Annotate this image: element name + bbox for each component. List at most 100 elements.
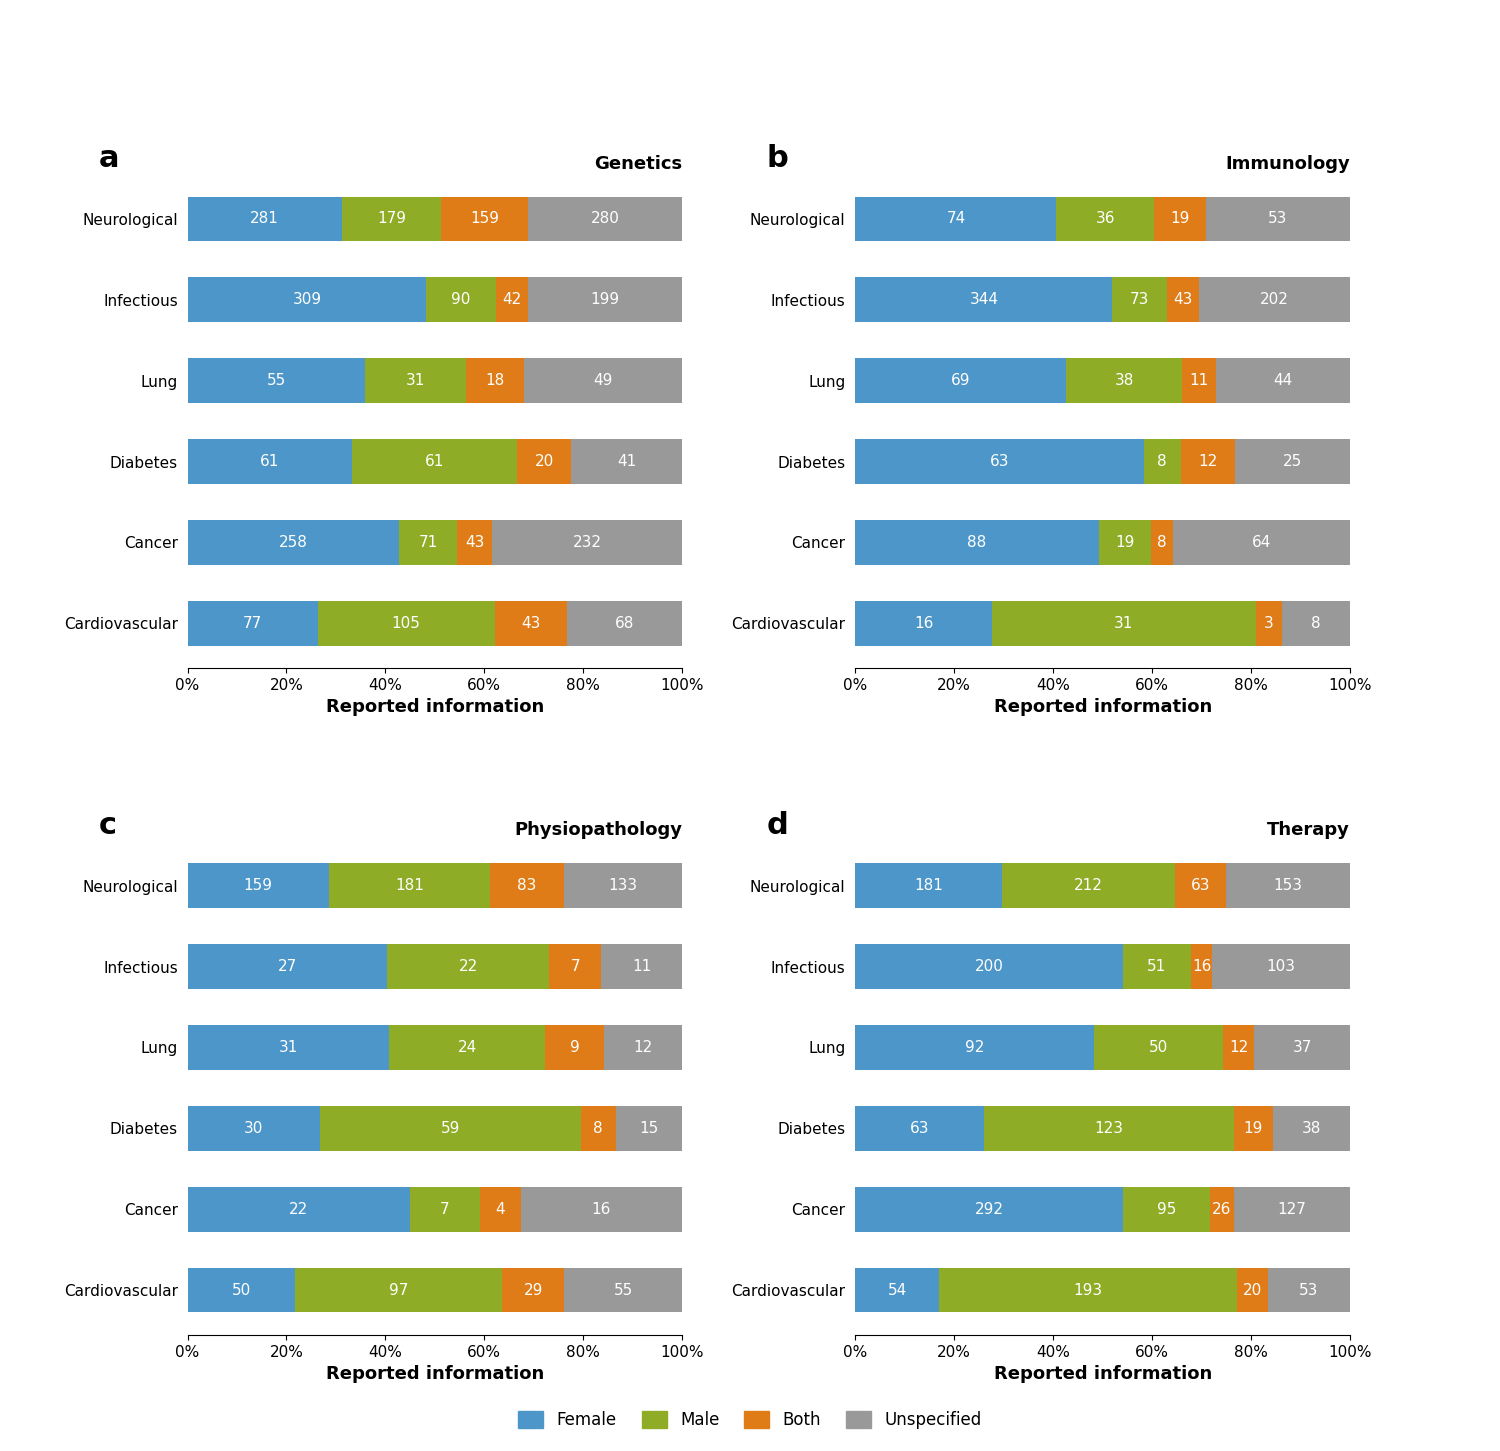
Bar (441, 196, 528, 241)
Text: 22: 22 (290, 1201, 308, 1217)
Text: 133: 133 (609, 878, 638, 894)
Text: 199: 199 (591, 292, 620, 308)
Text: 19: 19 (1244, 1120, 1263, 1136)
Bar (1222, 1026, 1254, 1069)
Bar (188, 945, 387, 988)
Bar (572, 440, 682, 483)
Text: 37: 37 (1293, 1040, 1312, 1055)
Text: 159: 159 (243, 878, 273, 894)
X-axis label: Reported information: Reported information (993, 1365, 1212, 1383)
Text: 53: 53 (1269, 212, 1287, 226)
Text: 53: 53 (1299, 1283, 1318, 1297)
Text: 26: 26 (1212, 1201, 1231, 1217)
Bar (352, 440, 518, 483)
Bar (564, 863, 682, 908)
Bar (188, 521, 399, 564)
Bar (604, 1026, 682, 1069)
Text: 25: 25 (1282, 454, 1302, 469)
Text: 31: 31 (1114, 615, 1134, 631)
Bar (188, 863, 328, 908)
Text: 61: 61 (261, 454, 279, 469)
Text: 49: 49 (594, 373, 612, 389)
Text: 19: 19 (1170, 212, 1190, 226)
Bar (855, 1026, 1094, 1069)
Bar (188, 1106, 320, 1151)
Bar (1113, 277, 1167, 322)
Bar (855, 601, 992, 646)
Bar (1167, 277, 1198, 322)
Bar (855, 277, 1113, 322)
Text: 55: 55 (267, 373, 286, 389)
Text: 61: 61 (424, 454, 444, 469)
Bar (1233, 1187, 1350, 1232)
Text: 9: 9 (570, 1040, 579, 1055)
Text: 51: 51 (1148, 959, 1167, 974)
Text: 16: 16 (1192, 959, 1212, 974)
Bar (1215, 358, 1350, 403)
Text: 258: 258 (279, 535, 308, 550)
Bar (328, 863, 490, 908)
Text: 71: 71 (419, 535, 438, 550)
Text: 68: 68 (615, 615, 634, 631)
Text: 12: 12 (1228, 1040, 1248, 1055)
Bar (399, 521, 458, 564)
Text: 77: 77 (243, 615, 262, 631)
Text: d: d (766, 811, 788, 840)
Bar (855, 1106, 984, 1151)
Bar (490, 863, 564, 908)
Bar (855, 358, 1066, 403)
X-axis label: Reported information: Reported information (993, 698, 1212, 717)
Bar (580, 1106, 616, 1151)
Text: 29: 29 (524, 1283, 543, 1297)
Text: Physiopathology: Physiopathology (514, 821, 682, 840)
Bar (855, 945, 1122, 988)
Bar (616, 1106, 682, 1151)
Text: 30: 30 (244, 1120, 264, 1136)
Text: 202: 202 (1260, 292, 1288, 308)
Bar (1198, 277, 1350, 322)
Bar (518, 440, 572, 483)
Text: 8: 8 (1158, 535, 1167, 550)
Text: 90: 90 (452, 292, 471, 308)
X-axis label: Reported information: Reported information (326, 1365, 544, 1383)
Text: 43: 43 (465, 535, 484, 550)
Text: 103: 103 (1266, 959, 1296, 974)
Text: 181: 181 (394, 878, 424, 894)
Bar (320, 1106, 580, 1151)
Text: 97: 97 (388, 1283, 408, 1297)
Text: 181: 181 (915, 878, 944, 894)
Bar (390, 1026, 546, 1069)
Bar (855, 863, 1002, 908)
Text: 63: 63 (909, 1120, 928, 1136)
Bar (1174, 863, 1225, 908)
Bar (1180, 440, 1236, 483)
Bar (528, 196, 682, 241)
Text: 8: 8 (1158, 454, 1167, 469)
Text: 12: 12 (633, 1040, 652, 1055)
Text: 92: 92 (964, 1040, 984, 1055)
Text: 44: 44 (1274, 373, 1293, 389)
Text: 31: 31 (279, 1040, 298, 1055)
Bar (939, 1268, 1238, 1313)
Bar (465, 358, 524, 403)
Text: 18: 18 (484, 373, 504, 389)
Bar (567, 601, 682, 646)
Bar (496, 277, 528, 322)
Bar (1124, 1187, 1210, 1232)
Bar (1256, 601, 1282, 646)
Bar (1234, 1106, 1272, 1151)
Bar (426, 277, 496, 322)
Bar (1122, 945, 1191, 988)
Text: 280: 280 (591, 212, 620, 226)
Text: 7: 7 (570, 959, 580, 974)
Bar (1272, 1106, 1350, 1151)
Bar (342, 196, 441, 241)
Bar (1236, 440, 1350, 483)
Text: 123: 123 (1095, 1120, 1124, 1136)
Text: 292: 292 (975, 1201, 1004, 1217)
Text: 55: 55 (614, 1283, 633, 1297)
Text: 42: 42 (503, 292, 522, 308)
Bar (520, 1187, 682, 1232)
Text: 83: 83 (518, 878, 537, 894)
Text: 95: 95 (1156, 1201, 1176, 1217)
